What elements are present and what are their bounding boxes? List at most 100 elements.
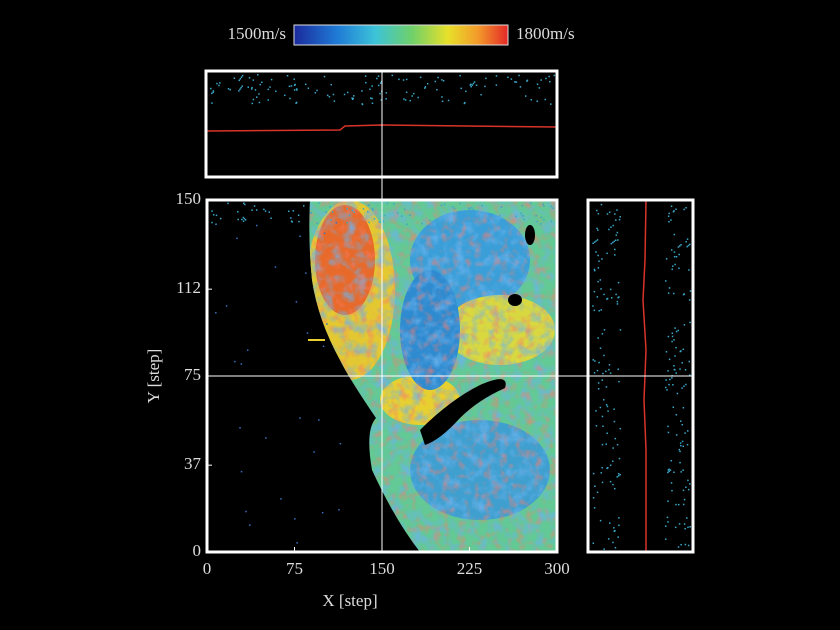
noise-dot xyxy=(609,522,611,524)
noise-dot xyxy=(593,269,596,272)
noise-dot xyxy=(666,389,668,391)
noise-dot xyxy=(441,96,443,98)
noise-dot xyxy=(619,329,622,331)
noise-dot xyxy=(242,202,245,205)
noise-dot xyxy=(296,89,298,91)
noise-dot xyxy=(211,102,213,104)
y-tick-label: 37 xyxy=(184,454,202,473)
noise-dot xyxy=(254,89,257,91)
noise-dot xyxy=(675,346,677,349)
noise-dot xyxy=(453,207,456,210)
noise-dot xyxy=(368,204,370,206)
noise-dot xyxy=(668,287,671,289)
noise-dot xyxy=(672,292,675,295)
noise-dot xyxy=(597,212,600,215)
noise-dot xyxy=(685,206,687,209)
noise-dot xyxy=(252,98,255,101)
x-axis-label: X [step] xyxy=(322,591,377,610)
noise-dot xyxy=(678,245,681,247)
noise-dot xyxy=(593,241,596,243)
noise-dot xyxy=(687,244,690,247)
noise-dot xyxy=(346,91,349,94)
noise-dot xyxy=(543,218,545,221)
noise-dot xyxy=(383,214,386,217)
noise-dot xyxy=(460,87,462,90)
noise-dot xyxy=(603,329,606,331)
noise-dot xyxy=(403,98,405,100)
noise-dot xyxy=(674,355,676,357)
noise-dot xyxy=(538,87,541,89)
noise-dot xyxy=(605,443,607,445)
noise-dot xyxy=(536,83,539,85)
noise-dot xyxy=(683,498,686,501)
noise-dot xyxy=(679,442,682,444)
noise-dot xyxy=(295,88,298,90)
scatter-noise xyxy=(210,74,692,550)
noise-dot xyxy=(439,223,441,226)
noise-dot xyxy=(606,405,609,408)
noise-dot xyxy=(608,364,611,366)
noise-dot xyxy=(246,349,249,351)
x-tick-label: 150 xyxy=(369,559,395,578)
noise-dot xyxy=(605,370,607,373)
noise-dot xyxy=(237,218,239,221)
noise-dot xyxy=(378,221,381,223)
noise-dot xyxy=(613,530,615,533)
noise-dot xyxy=(616,443,619,446)
noise-dot xyxy=(521,204,524,207)
noise-dot xyxy=(686,517,688,519)
noise-dot xyxy=(299,417,301,419)
noise-dot xyxy=(371,207,374,210)
noise-dot xyxy=(372,209,374,211)
noise-dot xyxy=(679,368,681,370)
noise-dot xyxy=(614,546,617,549)
noise-dot xyxy=(361,90,363,92)
noise-dot xyxy=(540,223,542,225)
noise-dot xyxy=(238,90,240,92)
noise-dot xyxy=(600,203,603,206)
noise-dot xyxy=(676,392,679,395)
noise-dot xyxy=(593,290,596,293)
noise-dot xyxy=(409,214,411,217)
noise-dot xyxy=(510,78,513,80)
noise-dot xyxy=(346,208,348,210)
noise-dot xyxy=(508,223,511,226)
noise-dot xyxy=(667,521,669,523)
noise-dot xyxy=(316,89,318,92)
noise-dot xyxy=(352,95,355,97)
noise-dot xyxy=(242,216,245,219)
noise-dot xyxy=(617,281,620,284)
noise-dot xyxy=(673,339,675,341)
noise-dot xyxy=(617,368,620,371)
noise-dot xyxy=(321,511,324,514)
noise-dot xyxy=(250,88,253,90)
noise-dot xyxy=(211,221,213,224)
x-tick-label: 75 xyxy=(286,559,303,578)
noise-dot xyxy=(596,491,599,494)
noise-dot xyxy=(396,212,399,214)
noise-dot xyxy=(686,443,689,446)
noise-dot xyxy=(403,208,406,211)
noise-dot xyxy=(530,202,532,205)
noise-dot xyxy=(241,74,244,77)
noise-dot xyxy=(600,288,602,290)
noise-dot xyxy=(292,210,295,212)
noise-dot xyxy=(617,536,619,538)
noise-dot xyxy=(212,214,215,216)
noise-dot xyxy=(264,210,267,212)
noise-dot xyxy=(464,101,466,104)
noise-dot xyxy=(603,354,605,357)
noise-dot xyxy=(290,217,292,219)
noise-dot xyxy=(667,431,670,434)
noise-dot xyxy=(667,500,669,502)
noise-dot xyxy=(258,101,261,104)
noise-dot xyxy=(240,470,243,473)
noise-dot xyxy=(437,76,439,79)
noise-dot xyxy=(668,470,670,473)
noise-dot xyxy=(240,363,243,365)
noise-dot xyxy=(613,240,615,243)
noise-dot xyxy=(602,425,604,428)
noise-dot xyxy=(442,80,445,82)
horizontal-profile xyxy=(206,124,558,132)
